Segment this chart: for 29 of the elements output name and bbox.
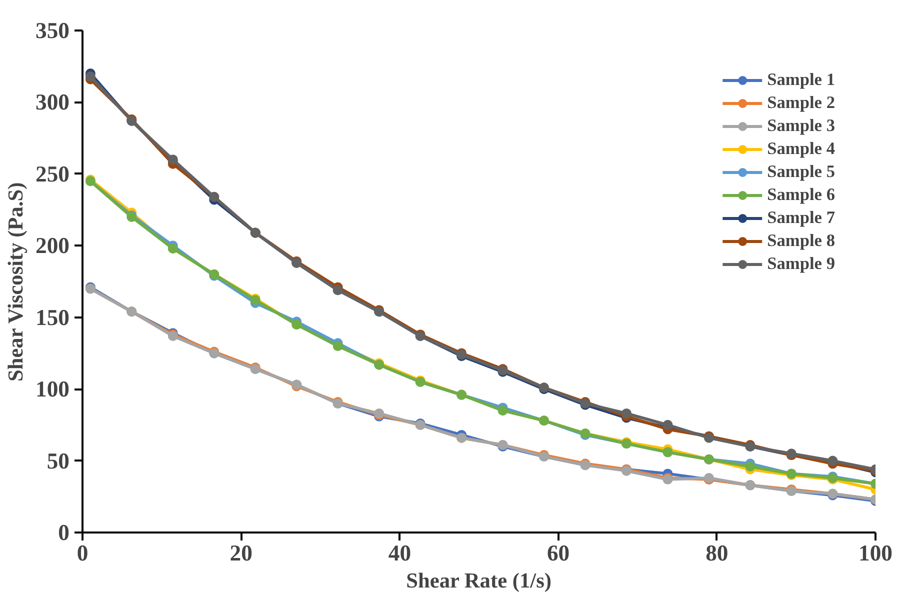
point xyxy=(85,71,96,82)
y-tick-label: 300 xyxy=(36,90,70,115)
x-tick-label: 60 xyxy=(546,540,570,566)
point xyxy=(662,420,673,430)
legend-label: Sample 2 xyxy=(767,93,835,113)
y-tick-label: 200 xyxy=(36,233,70,258)
x-tick-label: 0 xyxy=(76,540,88,566)
y-tick-label: 0 xyxy=(58,520,70,545)
legend-label: Sample 1 xyxy=(767,70,835,90)
legend-label: Sample 4 xyxy=(767,139,835,159)
y-tick-label: 350 xyxy=(36,18,70,43)
legend-label: Sample 6 xyxy=(767,185,835,205)
legend-label: Sample 5 xyxy=(767,162,835,182)
x-tick-label: 40 xyxy=(388,540,412,566)
y-tick-label: 50 xyxy=(46,448,70,474)
y-tick-label: 100 xyxy=(36,376,70,402)
point xyxy=(622,408,632,418)
x-axis-title: Shear Rate (1/s) xyxy=(406,568,552,592)
legend-label: Sample 9 xyxy=(767,254,835,274)
y-tick-label: 250 xyxy=(36,161,70,186)
legend-label: Sample 7 xyxy=(767,208,835,228)
point xyxy=(745,462,756,472)
legend-label: Sample 3 xyxy=(767,116,835,136)
y-axis-title: Shear Viscosity (Pa.S) xyxy=(4,182,28,382)
x-tick-label: 20 xyxy=(230,540,252,566)
legend-label: Sample 8 xyxy=(767,231,835,251)
x-tick-label: 80 xyxy=(706,540,728,566)
x-tick-label: 100 xyxy=(858,540,892,566)
y-tick-label: 150 xyxy=(36,304,70,330)
